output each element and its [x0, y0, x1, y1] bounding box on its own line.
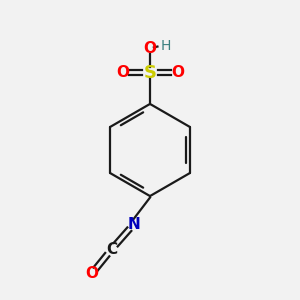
Text: N: N	[127, 217, 140, 232]
Text: O: O	[85, 266, 98, 281]
Text: O: O	[116, 65, 129, 80]
Text: O: O	[143, 41, 157, 56]
Text: C: C	[106, 242, 117, 257]
Text: O: O	[171, 65, 184, 80]
Text: S: S	[143, 64, 157, 82]
Text: H: H	[160, 39, 171, 53]
